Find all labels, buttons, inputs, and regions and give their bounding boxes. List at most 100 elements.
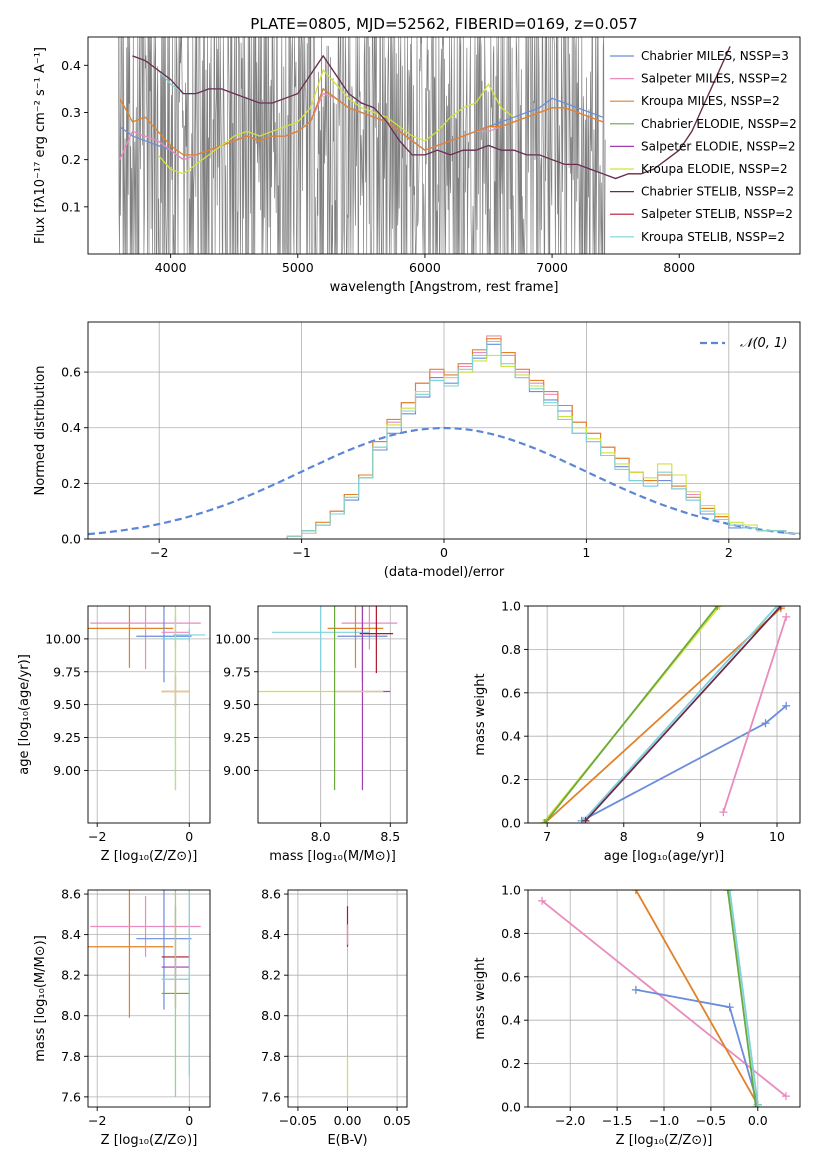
x-axis-label: Z [log₁₀(Z/Z⊙)]	[101, 1133, 198, 1148]
histogram-step	[273, 338, 800, 539]
legend-label: Salpeter ELODIE, NSSP=2	[641, 139, 796, 153]
histogram-step	[273, 335, 800, 539]
y-tick-label: 0.2	[61, 152, 81, 167]
panel-ebv_vs_mass: −0.05 0.00 0.05 7.6 7.8 8.0 8.2 8.4 8.6 E(B-V)	[261, 887, 411, 1148]
plot-area	[538, 890, 790, 1107]
x-tick-label: 6000	[409, 260, 441, 275]
axes-frame	[257, 605, 408, 824]
y-axis-label: age [log₁₀(age/yr)]	[17, 654, 32, 775]
y-tick-label: 8.2	[261, 968, 281, 983]
x-tick-label: 0	[440, 545, 448, 560]
y-tick-label: 0.1	[61, 199, 81, 214]
legend-label: Kroupa STELIB, NSSP=2	[641, 230, 785, 244]
legend-label: Salpeter MILES, NSSP=2	[641, 72, 788, 86]
y-tick-label: 0.0	[61, 532, 81, 547]
plot-area	[258, 606, 398, 791]
histogram-step	[273, 340, 800, 539]
y-tick-label: 9.25	[223, 730, 251, 745]
weight-line	[728, 890, 759, 1105]
x-tick-label: −1.0	[649, 1113, 679, 1128]
weight-line	[584, 606, 782, 822]
normal-curve	[88, 426, 800, 536]
x-axis-label: E(B-V)	[327, 1133, 367, 1148]
panel-z_vs_weight: −2.0 −1.5 −1.0 −0.5 0.0 0.0 0.2 0.4 0.6 0.8 1.0 Z […	[473, 883, 801, 1148]
y-tick-label: 7.6	[61, 1089, 81, 1104]
y-tick-label: 0.3	[61, 105, 81, 120]
panel-z_vs_mass: −2 0 7.6 7.8 8.0 8.2 8.4 8.6 Z [log₁₀(Z/Z⊙)] mass…	[33, 887, 211, 1148]
x-tick-label: 0.00	[334, 1113, 362, 1128]
legend-label: Salpeter STELIB, NSSP=2	[641, 207, 793, 221]
y-tick-label: 0.6	[61, 365, 81, 380]
x-tick-label: 4000	[155, 260, 187, 275]
y-tick-label: 9.00	[53, 763, 81, 778]
plot-area	[118, 37, 731, 254]
x-tick-label: 8000	[663, 260, 695, 275]
x-tick-label: 8.5	[380, 829, 400, 844]
y-tick-label: 0.4	[501, 729, 521, 744]
axes-frame	[87, 605, 211, 824]
x-tick-label: −1.5	[602, 1113, 632, 1128]
model-line	[132, 46, 731, 180]
y-tick-label: 9.50	[53, 697, 81, 712]
y-tick-label: 0.8	[501, 642, 521, 657]
y-tick-label: 10.00	[215, 631, 251, 646]
panel-z_vs_age: −2 0 9.00 9.25 9.50 9.75 10.00 Z [log₁₀(Z/Z⊙)] a…	[17, 605, 211, 864]
y-tick-label: 8.0	[61, 1008, 81, 1023]
figure-title: PLATE=0805, MJD=52562, FIBERID=0169, z=0…	[250, 15, 637, 33]
x-tick-label: 0	[185, 829, 193, 844]
y-tick-label: 0.4	[501, 1013, 521, 1028]
x-axis-label: age [log₁₀(age/yr)]	[604, 849, 725, 864]
x-tick-label: 8	[620, 829, 628, 844]
plot-area	[88, 606, 206, 791]
y-tick-label: 1.0	[501, 599, 521, 614]
x-tick-label: 8.0	[311, 829, 331, 844]
y-tick-label: 8.2	[61, 968, 81, 983]
axes-frame	[87, 889, 211, 1108]
y-tick-label: 10.00	[45, 631, 81, 646]
x-tick-label: 7	[543, 829, 551, 844]
panel-mass_vs_age: 8.0 8.5 9.00 9.25 9.50 9.75 10.00 mass [log₁₀(M…	[215, 605, 408, 864]
y-axis-label: mass weight	[473, 957, 488, 1039]
x-tick-label: −2	[88, 829, 106, 844]
y-axis-label: Flux [fλ10⁻¹⁷ erg cm⁻² s⁻¹ A⁻¹]	[33, 47, 48, 244]
x-tick-label: 1	[582, 545, 590, 560]
y-axis-label: mass [log₁₀(M/M⊙)]	[33, 935, 48, 1062]
panel-spectrum: Chabrier MILES, NSSP=3 Salpeter MILES, NS…	[33, 36, 801, 295]
weight-line	[544, 607, 782, 823]
weight-line	[635, 890, 759, 1106]
weight-line	[635, 988, 759, 1106]
y-tick-label: 0.2	[501, 1056, 521, 1071]
x-axis-label: Z [log₁₀(Z/Z⊙)]	[101, 849, 198, 864]
legend-label: 𝒩(0, 1)	[740, 336, 787, 351]
y-tick-label: 9.25	[53, 730, 81, 745]
y-tick-label: 0.0	[501, 816, 521, 831]
weight-line	[581, 705, 787, 822]
panel-age_vs_weight: 7 8 9 10 0.0 0.2 0.4 0.6 0.8 1.0 age [log₁₀(age/yr…	[473, 599, 801, 864]
y-tick-label: 0.2	[61, 476, 81, 491]
y-tick-label: 1.0	[501, 883, 521, 898]
y-tick-label: 9.75	[53, 664, 81, 679]
x-tick-label: 0	[185, 1113, 193, 1128]
histogram-step	[273, 343, 800, 539]
x-tick-label: −0.05	[279, 1113, 317, 1128]
plot-area	[88, 890, 201, 1097]
x-axis-label: mass [log₁₀(M/M⊙)]	[269, 849, 396, 864]
y-tick-label: 7.6	[261, 1089, 281, 1104]
y-tick-label: 8.0	[261, 1008, 281, 1023]
x-tick-label: −0.5	[696, 1113, 726, 1128]
axes-frame	[527, 605, 801, 824]
weight-line	[544, 606, 719, 823]
y-tick-label: 8.6	[261, 887, 281, 902]
y-tick-label: 0.0	[501, 1100, 521, 1115]
x-axis-label: wavelength [Angstrom, rest frame]	[330, 280, 559, 295]
y-tick-label: 9.00	[223, 763, 251, 778]
x-tick-label: −2.0	[555, 1113, 585, 1128]
model-line	[157, 68, 515, 175]
y-tick-label: 0.8	[501, 926, 521, 941]
model-line	[119, 87, 604, 156]
plot-area	[539, 606, 791, 823]
weight-line	[726, 890, 757, 1107]
x-tick-label: −2	[150, 545, 168, 560]
axes-frame	[87, 36, 801, 255]
y-tick-label: 0.6	[501, 685, 521, 700]
